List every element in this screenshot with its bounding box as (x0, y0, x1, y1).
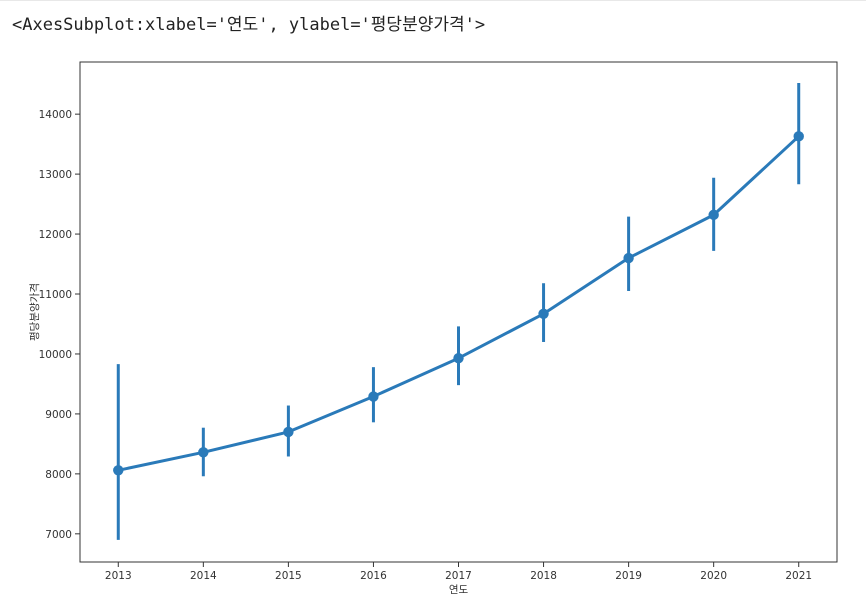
data-point (453, 352, 464, 364)
data-point (113, 465, 124, 476)
y-tick-label: 8000 (45, 469, 72, 481)
x-tick-label: 2017 (445, 570, 472, 582)
x-tick-label: 2015 (275, 570, 302, 582)
series-line (117, 135, 800, 472)
y-tick-label: 14000 (39, 109, 72, 121)
y-axis-label: 평당분양가격 (28, 283, 41, 341)
x-tick-label: 2021 (785, 570, 812, 582)
x-tick-label: 2016 (360, 570, 387, 582)
x-tick-label: 2018 (530, 570, 557, 582)
data-point (538, 308, 549, 319)
x-tick-label: 2014 (190, 570, 217, 582)
y-tick-label: 7000 (45, 529, 72, 541)
x-tick-label: 2013 (105, 570, 132, 582)
y-tick-label: 9000 (45, 409, 72, 421)
data-point (198, 447, 209, 458)
x-tick-label: 2019 (615, 570, 642, 582)
y-tick-label: 11000 (39, 289, 72, 301)
top-divider (0, 0, 866, 1)
y-tick-label: 10000 (39, 349, 72, 361)
x-tick-label: 2020 (700, 570, 727, 582)
plot-frame (79, 61, 838, 563)
data-point (283, 426, 294, 438)
x-axis-label: 연도 (449, 584, 469, 596)
y-tick-label: 13000 (39, 169, 72, 181)
data-point (368, 391, 379, 402)
data-point (708, 209, 719, 221)
cell-output-text: <AxesSubplot:xlabel='연도', ylabel='평당분양가격… (12, 15, 486, 35)
data-point (793, 131, 804, 142)
data-point (623, 252, 634, 264)
y-tick-label: 12000 (39, 229, 72, 241)
